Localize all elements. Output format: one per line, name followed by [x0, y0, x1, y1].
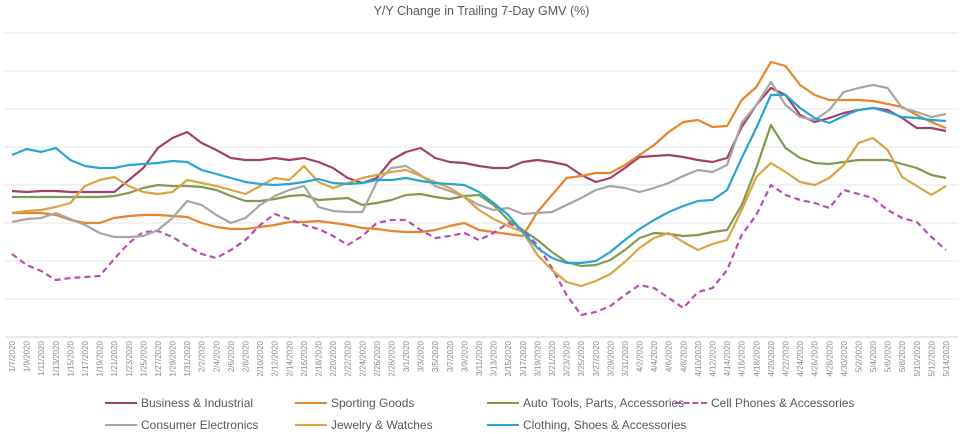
x-tick-label: 3/19/2020: [533, 340, 542, 376]
series-line-consumer-electronics: [11, 80, 947, 239]
x-tick-label: 2/16/2020: [300, 340, 309, 376]
x-tick-label: 1/19/2020: [96, 340, 105, 376]
legend-item: Business & Industrial: [105, 396, 253, 410]
series-line-sporting-goods: [12, 60, 947, 238]
x-tick-label: 4/4/2020: [650, 340, 659, 372]
x-tick-label: 2/14/2020: [285, 340, 294, 376]
x-tick-label: 1/21/2020: [110, 340, 119, 376]
x-tick-label: 2/26/2020: [373, 340, 382, 376]
x-tick-label: 4/10/2020: [694, 340, 703, 376]
x-tick-label: 3/11/2020: [475, 340, 484, 376]
x-tick-label: 2/28/2020: [387, 340, 396, 376]
legend-item: Clothing, Shoes & Accessories: [487, 418, 686, 432]
x-tick-label: 1/25/2020: [139, 340, 148, 376]
legend-item: Auto Tools, Parts, Accessories: [487, 396, 684, 410]
x-tick-label: 4/24/2020: [796, 340, 805, 376]
x-tick-label: 1/9/2020: [23, 340, 32, 372]
series-line-auto-tools-parts-accessories: [12, 123, 947, 268]
x-tick-label: 2/22/2020: [344, 340, 353, 376]
legend-swatch: [105, 424, 137, 426]
x-tick-label: 4/18/2020: [752, 340, 761, 376]
x-tick-label: 1/31/2020: [183, 340, 192, 376]
x-tick-label: 1/17/2020: [81, 340, 90, 376]
x-tick-label: 3/17/2020: [519, 340, 528, 376]
x-tick-label: 1/23/2020: [125, 340, 134, 376]
legend-swatch: [487, 424, 519, 426]
legend-label: Sporting Goods: [331, 396, 415, 410]
x-tick-label: 1/13/2020: [52, 340, 61, 376]
legend-swatch: [675, 402, 707, 404]
x-tick-label: 2/10/2020: [256, 340, 265, 376]
x-tick-label: 1/11/2020: [37, 340, 46, 376]
x-tick-label: 1/29/2020: [169, 340, 178, 376]
legend-label: Jewelry & Watches: [331, 418, 433, 432]
x-tick-label: 5/6/2020: [884, 340, 893, 372]
x-tick-label: 4/2/2020: [636, 340, 645, 372]
series-line-clothing-shoes-accessories: [11, 93, 947, 265]
x-tick-label: 3/31/2020: [621, 340, 630, 376]
x-tick-label: 4/20/2020: [767, 340, 776, 376]
x-tick-label: 2/20/2020: [329, 340, 338, 376]
legend-item: Sporting Goods: [295, 396, 414, 410]
x-tick-label: 4/6/2020: [665, 340, 674, 372]
x-tick-label: 1/27/2020: [154, 340, 163, 376]
x-tick-label: 3/3/2020: [417, 340, 426, 372]
legend-item: Jewelry & Watches: [295, 418, 433, 432]
x-tick-label: 5/4/2020: [869, 340, 878, 372]
x-tick-label: 3/9/2020: [460, 340, 469, 372]
series-line-business-industrial: [11, 86, 947, 194]
x-tick-label: 2/18/2020: [314, 340, 323, 376]
x-tick-label: 4/30/2020: [840, 340, 849, 376]
legend-label: Clothing, Shoes & Accessories: [523, 418, 687, 432]
legend-swatch: [105, 402, 137, 404]
x-tick-label: 5/8/2020: [898, 340, 907, 372]
legend-label: Consumer Electronics: [141, 418, 259, 432]
x-tick-label: 1/7/2020: [8, 340, 17, 372]
x-tick-label: 4/28/2020: [825, 340, 834, 376]
x-tick-label: 3/13/2020: [490, 340, 499, 376]
series-line-cell-phones-accessories: [11, 183, 947, 317]
x-tick-label: 3/25/2020: [577, 340, 586, 376]
x-tick-label: 1/15/2020: [66, 340, 75, 376]
x-tick-label: 5/14/2020: [942, 340, 951, 376]
legend-item: Consumer Electronics: [105, 418, 258, 432]
legend-item: Cell Phones & Accessories: [675, 396, 854, 410]
x-tick-label: 2/8/2020: [242, 340, 251, 372]
legend-label: Business & Industrial: [141, 396, 254, 410]
x-tick-label: 5/12/2020: [927, 340, 936, 376]
x-tick-label: 2/2/2020: [198, 340, 207, 372]
series-line-jewelry-watches: [11, 136, 947, 288]
x-tick-label: 3/29/2020: [606, 340, 615, 376]
x-tick-label: 5/2/2020: [854, 340, 863, 372]
legend-label: Auto Tools, Parts, Accessories: [523, 396, 685, 410]
x-tick-label: 3/1/2020: [402, 340, 411, 372]
x-tick-label: 4/16/2020: [738, 340, 747, 376]
x-tick-label: 3/27/2020: [592, 340, 601, 376]
x-tick-label: 2/4/2020: [212, 340, 221, 372]
x-tick-label: 3/21/2020: [548, 340, 557, 376]
legend-swatch: [295, 402, 327, 404]
legend-swatch: [487, 402, 519, 404]
x-tick-label: 2/6/2020: [227, 340, 236, 372]
x-tick-label: 4/14/2020: [723, 340, 732, 376]
x-tick-label: 2/24/2020: [358, 340, 367, 376]
legend-label: Cell Phones & Accessories: [711, 396, 855, 410]
x-tick-label: 3/5/2020: [431, 340, 440, 372]
legend-swatch: [295, 424, 327, 426]
x-tick-label: 5/10/2020: [913, 340, 922, 376]
x-tick-label: 4/12/2020: [709, 340, 718, 376]
chart-title: Y/Y Change in Trailing 7-Day GMV (%): [373, 4, 590, 18]
x-tick-label: 4/8/2020: [679, 340, 688, 372]
x-tick-label: 4/22/2020: [781, 340, 790, 376]
x-tick-label: 3/7/2020: [446, 340, 455, 372]
x-tick-label: 3/15/2020: [504, 340, 513, 376]
x-tick-label: 3/23/2020: [563, 340, 572, 376]
x-tick-label: 4/26/2020: [811, 340, 820, 376]
x-tick-label: 2/12/2020: [271, 340, 280, 376]
